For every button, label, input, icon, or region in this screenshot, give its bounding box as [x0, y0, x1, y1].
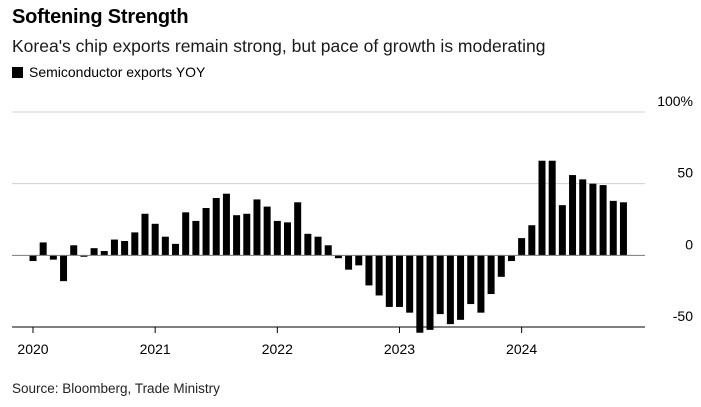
bar [467, 255, 475, 305]
y-tick-label: 50 [677, 165, 693, 181]
bar [49, 255, 57, 260]
bars [29, 160, 627, 333]
bar [100, 251, 108, 256]
bar [172, 243, 180, 256]
bar [345, 255, 353, 270]
bar [70, 245, 78, 256]
x-tick-label: 2023 [384, 341, 415, 357]
bar [212, 198, 220, 256]
bar [161, 236, 169, 256]
bar [121, 241, 129, 256]
bar [497, 255, 505, 277]
bar [355, 255, 363, 266]
legend-swatch [12, 66, 23, 78]
bar [202, 208, 210, 256]
legend: Semiconductor exports YOY [12, 64, 205, 80]
bar [477, 255, 485, 313]
bar [304, 233, 312, 256]
x-tick-label: 2024 [506, 341, 537, 357]
bar [426, 255, 434, 330]
bar [253, 199, 261, 256]
x-tick-label: 2021 [140, 341, 171, 357]
bar [110, 239, 118, 256]
bar [284, 222, 291, 256]
legend-label: Semiconductor exports YOY [29, 64, 206, 80]
tick-labels: 100% 50 0 -50 2020 2021 2022 2023 2024 [17, 93, 693, 357]
bar [324, 245, 332, 256]
bar [436, 255, 444, 315]
bar [548, 160, 556, 256]
source-note: Source: Bloomberg, Trade Ministry [12, 381, 220, 396]
bar [385, 255, 393, 307]
bar [599, 185, 607, 256]
bar [294, 202, 302, 256]
bar [406, 255, 414, 313]
bar [263, 206, 271, 256]
bar [141, 213, 149, 256]
bar [151, 223, 159, 256]
chart-title: Softening Strength [12, 6, 189, 28]
bar [273, 220, 281, 256]
bar [589, 183, 597, 256]
bar [90, 248, 98, 256]
bar [619, 202, 627, 256]
bar [233, 215, 241, 256]
bar [192, 220, 200, 256]
bar [334, 255, 342, 259]
bar [222, 193, 230, 256]
bar [80, 255, 88, 257]
bar [457, 255, 465, 320]
bar [182, 212, 190, 256]
y-tick-label: -50 [673, 308, 693, 324]
bar [507, 255, 515, 262]
bar [131, 232, 139, 256]
chart-subtitle: Korea's chip exports remain strong, but … [12, 36, 546, 56]
bar [518, 238, 526, 256]
bar [314, 236, 322, 256]
bar [579, 179, 587, 256]
bar [416, 255, 424, 333]
bar [609, 200, 617, 256]
bar [395, 255, 403, 307]
axes [12, 254, 645, 333]
bar [569, 175, 577, 256]
bar [538, 160, 546, 256]
bar [60, 255, 68, 282]
x-tick-label: 2020 [17, 341, 48, 357]
bar [365, 255, 373, 286]
y-tick-label: 100% [657, 93, 693, 109]
bar [558, 205, 566, 256]
bar [39, 242, 47, 256]
y-tick-label: 0 [685, 236, 693, 252]
bar [375, 255, 383, 296]
bar [446, 255, 454, 325]
bar [29, 255, 37, 262]
bar [528, 225, 536, 256]
bar [487, 255, 495, 295]
bar [243, 213, 251, 256]
x-tick-label: 2022 [262, 341, 293, 357]
